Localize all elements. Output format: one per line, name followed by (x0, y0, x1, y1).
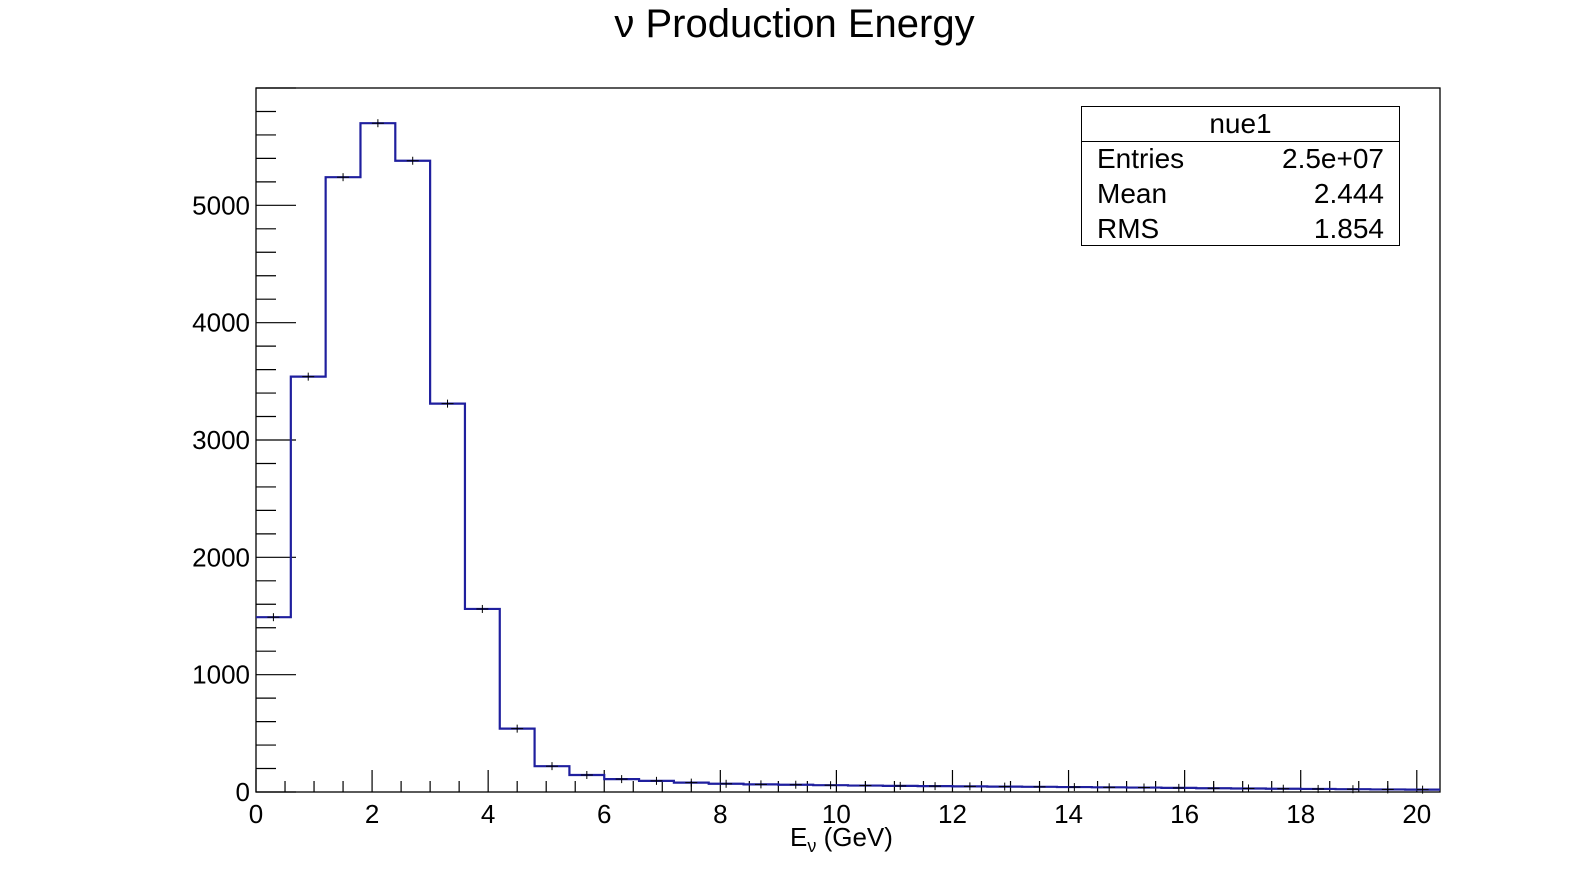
histogram-bin-marker (685, 778, 698, 787)
stats-value: 2.5e+07 (1282, 143, 1384, 174)
histogram-bin-marker (1381, 785, 1394, 794)
histogram-series (256, 119, 1440, 794)
histogram-bin-marker (1172, 783, 1185, 792)
histogram-bin-marker (1068, 783, 1081, 792)
histogram-bin-marker (302, 372, 315, 381)
chart-title: ν Production Energy (614, 2, 975, 46)
histogram-bin-marker (511, 724, 524, 733)
histogram-bin-marker (267, 613, 280, 622)
histogram-bin-marker (546, 762, 558, 771)
x-tick-label: 12 (938, 799, 967, 829)
histogram-bin-marker (441, 399, 454, 408)
histogram-bin-marker (1207, 784, 1220, 793)
stats-label: RMS (1097, 213, 1160, 244)
x-axis-label-subscript: ν (807, 836, 817, 857)
histogram-bin-marker (1277, 784, 1290, 793)
histogram-bin-marker (859, 781, 872, 790)
x-tick-label: 4 (481, 799, 495, 829)
histogram-bin-marker (998, 782, 1011, 791)
histogram-bin-marker (406, 156, 419, 165)
histogram-bin-marker (337, 173, 350, 182)
histogram-bin-marker (580, 770, 593, 779)
x-axis-label-main: E (790, 822, 808, 852)
stats-row-rms: RMS 1.854 (1082, 212, 1399, 247)
x-tick-label: 14 (1054, 799, 1083, 829)
x-tick-label: 6 (597, 799, 611, 829)
stats-row-entries: Entries 2.5e+07 (1082, 142, 1399, 177)
histogram-bin-marker (476, 604, 489, 613)
y-tick-label: 0 (236, 777, 250, 807)
histogram-bin-marker (1416, 785, 1429, 794)
histogram-bin-marker (650, 776, 663, 785)
stats-label: Mean (1097, 178, 1168, 209)
stats-value: 2.444 (1313, 178, 1384, 209)
histogram-bin-marker (963, 782, 976, 791)
x-tick-label: 16 (1170, 799, 1199, 829)
x-tick-label: 2 (365, 799, 379, 829)
histogram-bin-marker (1103, 783, 1116, 792)
x-axis-label: Eν (GeV) (790, 822, 893, 857)
histogram-bin-marker (1033, 782, 1046, 791)
stats-histogram-name: nue1 (1082, 107, 1399, 142)
y-tick-label: 1000 (192, 660, 250, 690)
y-tick-label: 2000 (192, 542, 250, 572)
histogram-outline (256, 122, 1440, 791)
y-tick-label: 5000 (192, 190, 250, 220)
stats-box: nue1 Entries 2.5e+07 Mean 2.444 RMS 1.85… (1081, 106, 1400, 246)
histogram-bin-marker (720, 779, 733, 788)
stats-label: Entries (1097, 143, 1185, 174)
stats-row-mean: Mean 2.444 (1082, 177, 1399, 212)
histogram-bin-marker (371, 119, 384, 128)
histogram-bin-marker (824, 781, 837, 790)
x-tick-label: 0 (249, 799, 263, 829)
histogram-bin-marker (1312, 784, 1325, 793)
stats-value: 1.854 (1313, 213, 1384, 244)
histogram-bin-marker (929, 782, 942, 791)
x-tick-label: 8 (713, 799, 727, 829)
x-tick-label: 18 (1286, 799, 1315, 829)
histogram-bin-marker (789, 780, 802, 789)
histogram-bin-marker (1242, 784, 1255, 793)
x-axis-label-units: (GeV) (816, 822, 893, 852)
histogram-bin-marker (1346, 785, 1359, 794)
x-tick-label: 20 (1402, 799, 1431, 829)
y-tick-label: 4000 (192, 308, 250, 338)
histogram-bin-marker (615, 775, 628, 784)
histogram-bin-marker (1138, 783, 1150, 792)
x-tick-label: 10 (822, 799, 851, 829)
histogram-bin-marker (894, 781, 907, 790)
y-tick-label: 3000 (192, 425, 250, 455)
histogram-bin-marker (754, 780, 767, 789)
